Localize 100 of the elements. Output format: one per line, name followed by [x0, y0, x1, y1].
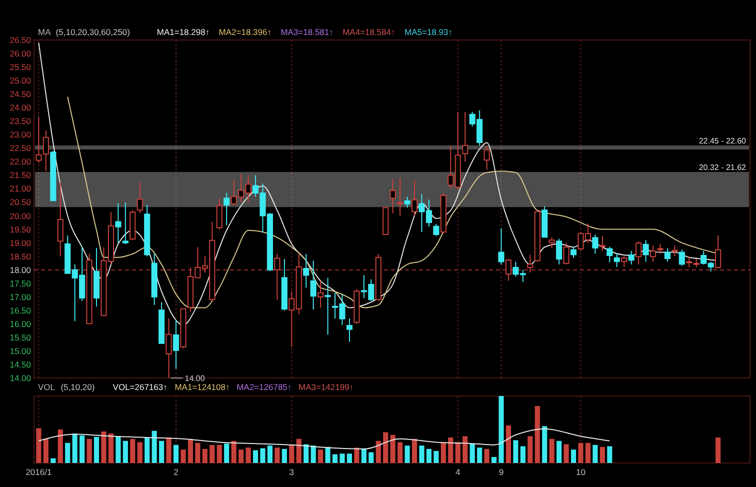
bar: [188, 438, 193, 463]
bar: [434, 450, 439, 463]
bar: [43, 438, 48, 463]
bar: [282, 448, 287, 463]
bar: [310, 446, 316, 463]
y-tick-label: 26.00: [10, 48, 32, 59]
candlestick: [318, 280, 324, 308]
candlestick: [621, 256, 628, 268]
bar: [152, 430, 157, 463]
y-tick-label: 22.00: [10, 156, 32, 167]
bar: [274, 448, 280, 463]
band-label: 20.32 - 21.62: [698, 162, 747, 172]
bar: [491, 456, 497, 463]
candlestick: [614, 253, 620, 268]
x-tick-label: 2016/1: [26, 467, 52, 477]
text: (5,10,20,30,60,250): [56, 27, 130, 37]
text: (5,10,20): [60, 382, 95, 392]
candlestick: [172, 319, 180, 370]
bar: [325, 446, 330, 463]
bar: [404, 446, 410, 463]
text: MA1=18.298↑: [156, 27, 210, 37]
y-tick-label: 21.00: [10, 184, 32, 194]
y-tick-label: 15.00: [10, 346, 32, 356]
text: MA: [38, 27, 52, 37]
bar: [448, 438, 454, 463]
bar: [585, 442, 590, 463]
candlestick: [115, 202, 122, 244]
bar: [592, 444, 598, 463]
candlestick: [310, 260, 316, 310]
y-tick-label: 18.50: [10, 251, 32, 262]
bar: [101, 432, 106, 463]
candlestick: [563, 242, 570, 265]
bar: [470, 444, 475, 463]
bar: [513, 440, 518, 463]
bar: [137, 442, 142, 463]
bar: [122, 440, 128, 463]
candlestick: [556, 238, 562, 265]
bar: [65, 442, 70, 463]
candlestick: [678, 249, 685, 266]
y-tick-label: 21.50: [10, 170, 32, 180]
candlestick: [657, 244, 664, 254]
candlestick: [715, 234, 722, 269]
candlestick: [505, 258, 512, 282]
y-tick-label: 20.00: [10, 210, 32, 221]
bar: [252, 450, 258, 463]
bar: [260, 448, 266, 463]
y-tick-label: 16.50: [10, 305, 32, 316]
bar: [304, 444, 309, 463]
bar: [455, 442, 460, 463]
y-tick-label: 23.50: [10, 116, 32, 126]
y-tick-label: 16.00: [10, 318, 32, 329]
bar: [50, 458, 56, 463]
candlestick: [42, 130, 49, 172]
bar: [159, 440, 164, 463]
y-tick-label: 23.00: [10, 130, 32, 140]
bar: [289, 444, 294, 463]
candlestick: [686, 256, 692, 268]
candlestick: [527, 254, 534, 274]
y-tick-label: 19.00: [10, 238, 32, 248]
bar: [534, 406, 540, 463]
bar: [216, 444, 222, 463]
x-tick-label: 9: [498, 467, 504, 477]
bar: [332, 454, 338, 463]
text: VOL: [38, 382, 56, 392]
bar: [231, 440, 236, 463]
x-tick-label: 3: [289, 467, 294, 477]
y-tick-label: 25.00: [10, 76, 32, 86]
bar: [144, 438, 150, 463]
bar: [462, 436, 468, 463]
candlestick: [570, 246, 577, 258]
text: MA2=18.396↑: [218, 27, 272, 37]
text: MA2=126785↑: [236, 382, 292, 392]
text: MA1=124108↑: [174, 382, 230, 392]
text: MA3=142199↑: [298, 382, 354, 392]
candlestick: [548, 236, 555, 249]
band-label: 22.45 - 22.60: [698, 136, 747, 146]
bar: [224, 444, 230, 463]
text: MA3=18.581↑: [280, 27, 334, 37]
bar: [108, 434, 114, 463]
text: 14.00: [184, 374, 205, 383]
bar: [116, 436, 121, 463]
y-tick-label: 15.50: [10, 332, 32, 342]
y-tick-label: 14.00: [10, 373, 32, 383]
text: MA5=18.93↑: [404, 27, 452, 37]
y-tick-label: 25.50: [10, 62, 32, 72]
bar: [361, 448, 366, 463]
x-tick-label: 10: [576, 467, 586, 477]
text: VOL=267163↑: [112, 382, 168, 392]
candlestick: [628, 250, 634, 265]
bar: [166, 438, 172, 463]
y-tick-label: 19.50: [10, 224, 32, 234]
bar: [86, 438, 92, 463]
bar: [398, 442, 403, 463]
candlestick: [592, 234, 598, 254]
bar: [412, 438, 418, 463]
bar: [173, 444, 179, 463]
candlestick: [433, 223, 440, 237]
bar: [570, 450, 576, 463]
bar: [130, 438, 136, 463]
bar: [383, 432, 388, 463]
